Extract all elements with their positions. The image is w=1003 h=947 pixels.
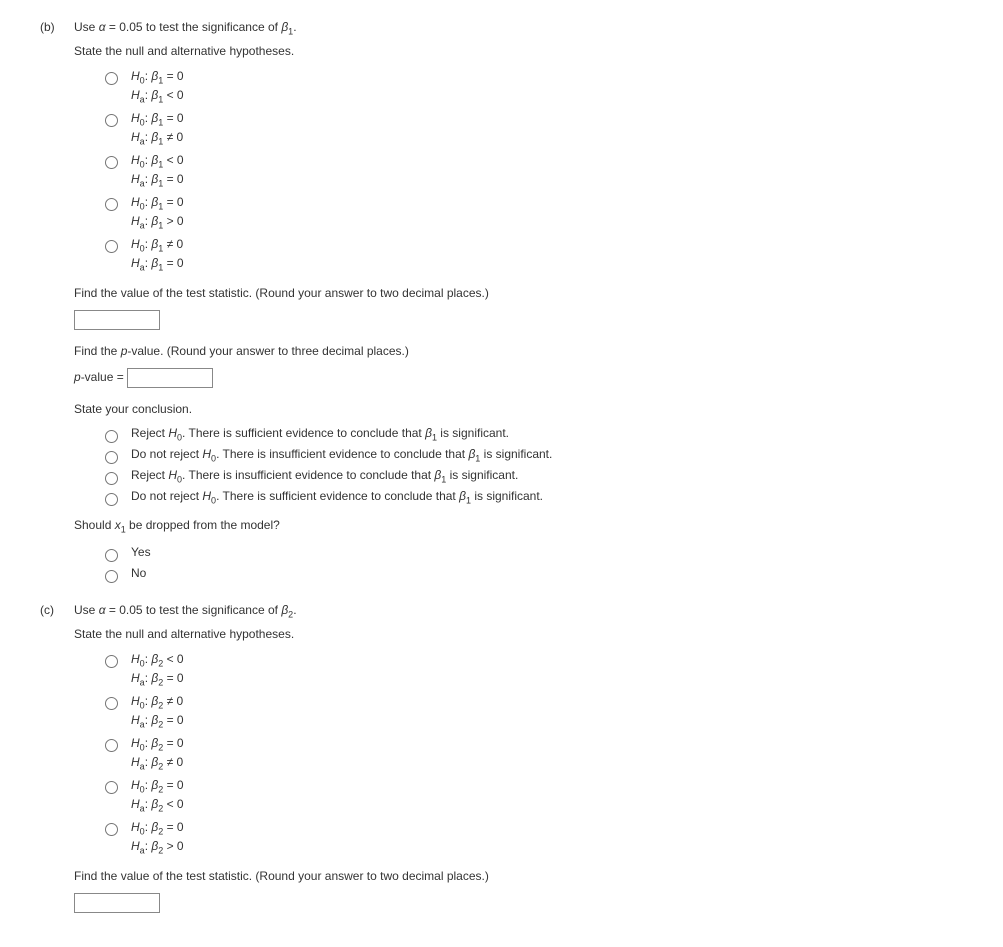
hyp-b-option-1: H0: β1 = 0 Ha: β1 < 0 xyxy=(131,68,184,106)
find-test-stat-b: Find the value of the test statistic. (R… xyxy=(74,286,963,300)
part-c-instruction: Use α = 0.05 to test the significance of… xyxy=(74,603,297,619)
hyp-c-option-5: H0: β2 = 0 Ha: β2 > 0 xyxy=(131,819,184,857)
part-c-label: (c) xyxy=(40,603,64,619)
drop-no-radio[interactable] xyxy=(105,570,118,583)
part-b-instruction: Use α = 0.05 to test the significance of… xyxy=(74,20,297,36)
drop-yes-radio[interactable] xyxy=(105,549,118,562)
hyp-b-option-5: H0: β1 ≠ 0 Ha: β1 = 0 xyxy=(131,236,184,274)
hyp-c-option-5-radio[interactable] xyxy=(105,823,118,836)
find-test-stat-c: Find the value of the test statistic. (R… xyxy=(74,869,963,883)
should-drop-b: Should x1 be dropped from the model? xyxy=(74,518,963,534)
hyp-b-option-4-radio[interactable] xyxy=(105,198,118,211)
find-pvalue-b: Find the p-value. (Round your answer to … xyxy=(74,344,963,358)
hyp-c-option-4-radio[interactable] xyxy=(105,781,118,794)
test-stat-input-b[interactable] xyxy=(74,310,160,330)
state-conclusion-b: State your conclusion. xyxy=(74,402,963,416)
state-hypotheses-b: State the null and alternative hypothese… xyxy=(74,44,963,58)
hyp-c-option-2-radio[interactable] xyxy=(105,697,118,710)
pvalue-input-b[interactable] xyxy=(127,368,213,388)
hyp-c-option-1-radio[interactable] xyxy=(105,655,118,668)
conclusion-b-4-radio[interactable] xyxy=(105,493,118,506)
state-hypotheses-c: State the null and alternative hypothese… xyxy=(74,627,963,641)
hyp-c-option-2: H0: β2 ≠ 0 Ha: β2 = 0 xyxy=(131,693,184,731)
test-stat-input-c[interactable] xyxy=(74,893,160,913)
hyp-b-option-2-radio[interactable] xyxy=(105,114,118,127)
pvalue-row-b: p-value = xyxy=(74,368,963,388)
hyp-b-option-1-radio[interactable] xyxy=(105,72,118,85)
conclusion-b-2-radio[interactable] xyxy=(105,451,118,464)
hyp-c-option-1: H0: β2 < 0 Ha: β2 = 0 xyxy=(131,651,184,689)
conclusion-b-4: Do not reject H0. There is sufficient ev… xyxy=(131,489,543,505)
conclusion-b-2: Do not reject H0. There is insufficient … xyxy=(131,447,552,463)
drop-no-label: No xyxy=(131,566,146,580)
hyp-c-option-3-radio[interactable] xyxy=(105,739,118,752)
hyp-b-option-3: H0: β1 < 0 Ha: β1 = 0 xyxy=(131,152,184,190)
conclusion-b-1-radio[interactable] xyxy=(105,430,118,443)
hyp-b-option-5-radio[interactable] xyxy=(105,240,118,253)
conclusion-b-3-radio[interactable] xyxy=(105,472,118,485)
conclusion-b-1: Reject H0. There is sufficient evidence … xyxy=(131,426,509,442)
hyp-c-option-3: H0: β2 = 0 Ha: β2 ≠ 0 xyxy=(131,735,184,773)
hyp-b-option-4: H0: β1 = 0 Ha: β1 > 0 xyxy=(131,194,184,232)
part-b-label: (b) xyxy=(40,20,64,36)
hyp-c-option-4: H0: β2 = 0 Ha: β2 < 0 xyxy=(131,777,184,815)
conclusion-b-3: Reject H0. There is insufficient evidenc… xyxy=(131,468,518,484)
drop-yes-label: Yes xyxy=(131,545,151,559)
hyp-b-option-3-radio[interactable] xyxy=(105,156,118,169)
hyp-b-option-2: H0: β1 = 0 Ha: β1 ≠ 0 xyxy=(131,110,184,148)
